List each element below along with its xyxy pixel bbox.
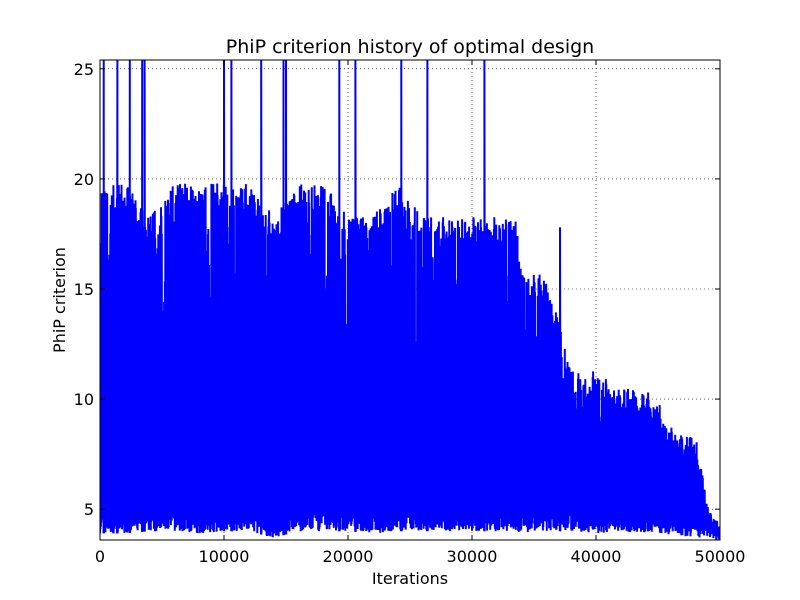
x-tick-label: 50000	[695, 547, 746, 566]
y-tick-label: 15	[74, 280, 94, 299]
x-tick-label: 40000	[571, 547, 622, 566]
y-tick-label: 5	[84, 500, 94, 519]
x-tick-labels: 0 10000 20000 30000 40000 50000	[95, 547, 746, 566]
x-axis-label: Iterations	[372, 569, 448, 588]
y-tick-label: 10	[74, 390, 94, 409]
x-tick-label: 10000	[199, 547, 250, 566]
series-line	[100, 60, 720, 540]
plot-frame	[99, 59, 721, 541]
phip-series-path	[100, 60, 720, 540]
y-tick-label: 20	[74, 170, 94, 189]
y-tick-labels: 5 10 15 20 25	[74, 60, 94, 519]
y-axis-label: PhiP criterion	[50, 247, 69, 353]
chart-title: PhiP criterion history of optimal design	[226, 36, 594, 58]
x-tick-label: 0	[95, 547, 105, 566]
x-tick-label: 20000	[323, 547, 374, 566]
axis-ticks	[99, 60, 721, 540]
y-tick-label: 25	[74, 60, 94, 79]
x-tick-label: 30000	[447, 547, 498, 566]
